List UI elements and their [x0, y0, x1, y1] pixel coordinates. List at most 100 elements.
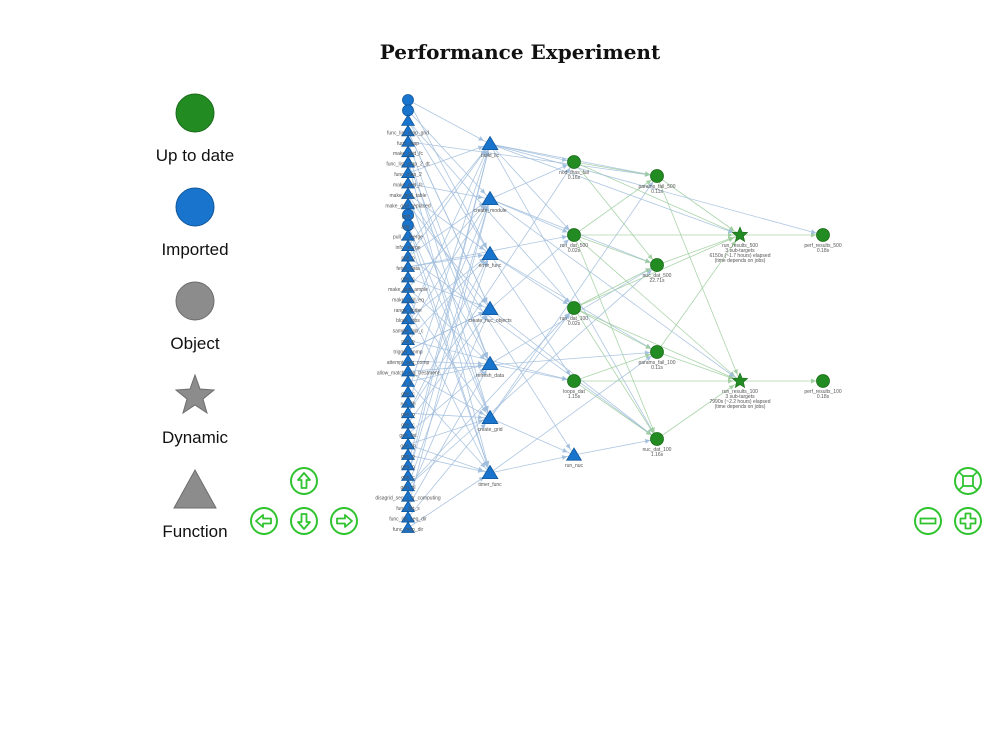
- edge-left-mid-arrow: [481, 406, 487, 413]
- edge-left-mid-arrow: [480, 423, 486, 429]
- c3-object-node[interactable]: [567, 228, 581, 242]
- zoom-in-button[interactable]: [953, 506, 983, 536]
- mid-function-node[interactable]: [481, 464, 499, 480]
- left-node-imported-object[interactable]: [402, 94, 414, 106]
- mid-function-label: create_module: [473, 208, 506, 214]
- left-node-label: allow_match_seq_trestment: [377, 370, 440, 376]
- edge-left-mid: [407, 214, 491, 365]
- left-node-label: func_list_map_2_dt: [386, 162, 430, 168]
- pan-right-button[interactable]: [329, 506, 359, 536]
- c3-object-node[interactable]: [567, 301, 581, 315]
- edge-left-mid-arrow: [484, 150, 490, 157]
- dynamic-node-elapsed: 7990s (~2.2 hours) elapsed: [709, 399, 770, 405]
- edge-c4-dyn: [656, 234, 741, 353]
- edge-left-c4: [407, 256, 658, 440]
- mid-function-node[interactable]: [481, 300, 499, 316]
- c3-object-node[interactable]: [567, 155, 581, 169]
- c3-node-time: 1.15s: [568, 394, 581, 400]
- edge-left-mid: [407, 308, 491, 351]
- edge-left-mid-arrow: [477, 253, 484, 259]
- edge-left-mid-arrow: [477, 364, 484, 369]
- left-node-label: sample_job_c: [393, 329, 424, 335]
- edge-c3-c4: [573, 380, 658, 440]
- mid-function-node[interactable]: [481, 409, 499, 425]
- edge-left-mid: [407, 454, 491, 474]
- edge-left-c4: [407, 264, 658, 487]
- c3-node-label: loops_dat: [563, 389, 585, 395]
- edge-left-mid: [407, 99, 491, 145]
- nodes-layer: func_list_map_gridfunc_mapmake_grid_fcfu…: [375, 94, 842, 533]
- c3-node-time: 0.16s: [568, 175, 581, 181]
- mid-function-node[interactable]: [481, 190, 499, 206]
- edge-left-mid-arrow: [477, 414, 484, 420]
- final-node-label: perf_results_500: [804, 243, 841, 249]
- mid-function-node[interactable]: [481, 135, 499, 151]
- c4-object-node[interactable]: [650, 345, 664, 359]
- left-node-imported-function[interactable]: [400, 197, 416, 210]
- pan-left-button[interactable]: [249, 506, 279, 536]
- edge-mid-c3-arrow: [561, 376, 568, 382]
- edge-left-mid: [407, 143, 491, 174]
- zoom-out-button[interactable]: [913, 506, 943, 536]
- left-node-label: gen_nl: [400, 485, 415, 491]
- final-node-time: 0.18s: [817, 394, 830, 400]
- edge-left-mid-arrow: [482, 297, 488, 303]
- edge-mid-c3-arrow: [563, 239, 569, 245]
- edge-mid-dyn-arrow: [728, 371, 735, 377]
- edge-c3-c4: [573, 161, 658, 177]
- mid-function-node[interactable]: [481, 245, 499, 261]
- edge-left-mid: [407, 253, 491, 414]
- c4-object-node[interactable]: [650, 258, 664, 272]
- edge-left-mid-arrow: [481, 242, 487, 249]
- edge-c3-c4: [573, 234, 658, 440]
- final-object-node[interactable]: [816, 374, 830, 388]
- c3-function-node[interactable]: [565, 447, 583, 461]
- c3-node-label: run_nuc: [565, 463, 584, 469]
- final-object-node[interactable]: [816, 228, 830, 242]
- edge-left-mid: [407, 198, 491, 289]
- edge-left-mid: [407, 298, 491, 419]
- c4-object-node[interactable]: [650, 169, 664, 183]
- pan-down-button[interactable]: [289, 506, 319, 536]
- edge-c3-c4: [573, 234, 658, 266]
- edge-c4-dyn: [656, 175, 741, 236]
- edge-left-c3-arrow: [564, 297, 570, 303]
- edge-mid-c3: [489, 307, 575, 419]
- edge-mid-dyn-arrow: [727, 228, 734, 234]
- c4-object-node[interactable]: [650, 432, 664, 446]
- mid-function-label: build_lic: [481, 153, 500, 159]
- left-node-label: make_grid_table: [390, 193, 427, 199]
- pan-up-button[interactable]: [289, 466, 319, 496]
- edge-left-c3: [407, 120, 575, 309]
- mid-function-label: refresh_data: [476, 373, 504, 379]
- edge-c3-c4: [573, 307, 658, 353]
- left-node-label: gen_m: [400, 443, 415, 449]
- mid-function-node[interactable]: [481, 355, 499, 371]
- dynamic-node-subtargets: 3 sub-targets: [725, 248, 755, 254]
- left-node-imported-function[interactable]: [400, 521, 416, 533]
- edge-left-mid-arrow: [478, 244, 485, 250]
- edge-mid-c3-arrow: [561, 227, 568, 233]
- left-node-label: func_map_dir: [393, 527, 424, 533]
- edge-mid-c3-arrow: [562, 447, 568, 453]
- left-node-label: gen_c: [401, 475, 415, 481]
- edge-left-mid: [407, 120, 491, 255]
- edge-left-mid: [407, 381, 491, 474]
- dynamic-star-node[interactable]: [731, 372, 749, 389]
- left-node-label: block_jobs: [396, 318, 420, 324]
- edge-mid-c3: [489, 161, 575, 200]
- edge-c4-dyn: [656, 380, 741, 440]
- left-node-label: pull_p: [401, 339, 415, 345]
- graph-title: Performance Experiment: [379, 40, 661, 64]
- dynamic-star-node[interactable]: [731, 226, 749, 243]
- zoom-fit-button[interactable]: [953, 466, 983, 496]
- edge-left-c4: [407, 141, 658, 177]
- left-node-label: disagrid_seq_c_tr_computing: [375, 496, 441, 502]
- left-node-imported-function[interactable]: [400, 114, 416, 126]
- c3-object-node[interactable]: [567, 374, 581, 388]
- edge-left-mid-arrow: [477, 145, 484, 151]
- edge-c3-c4-arrow: [644, 438, 651, 444]
- left-node-label: func_list_s: [396, 506, 420, 512]
- edge-left-mid: [407, 198, 491, 476]
